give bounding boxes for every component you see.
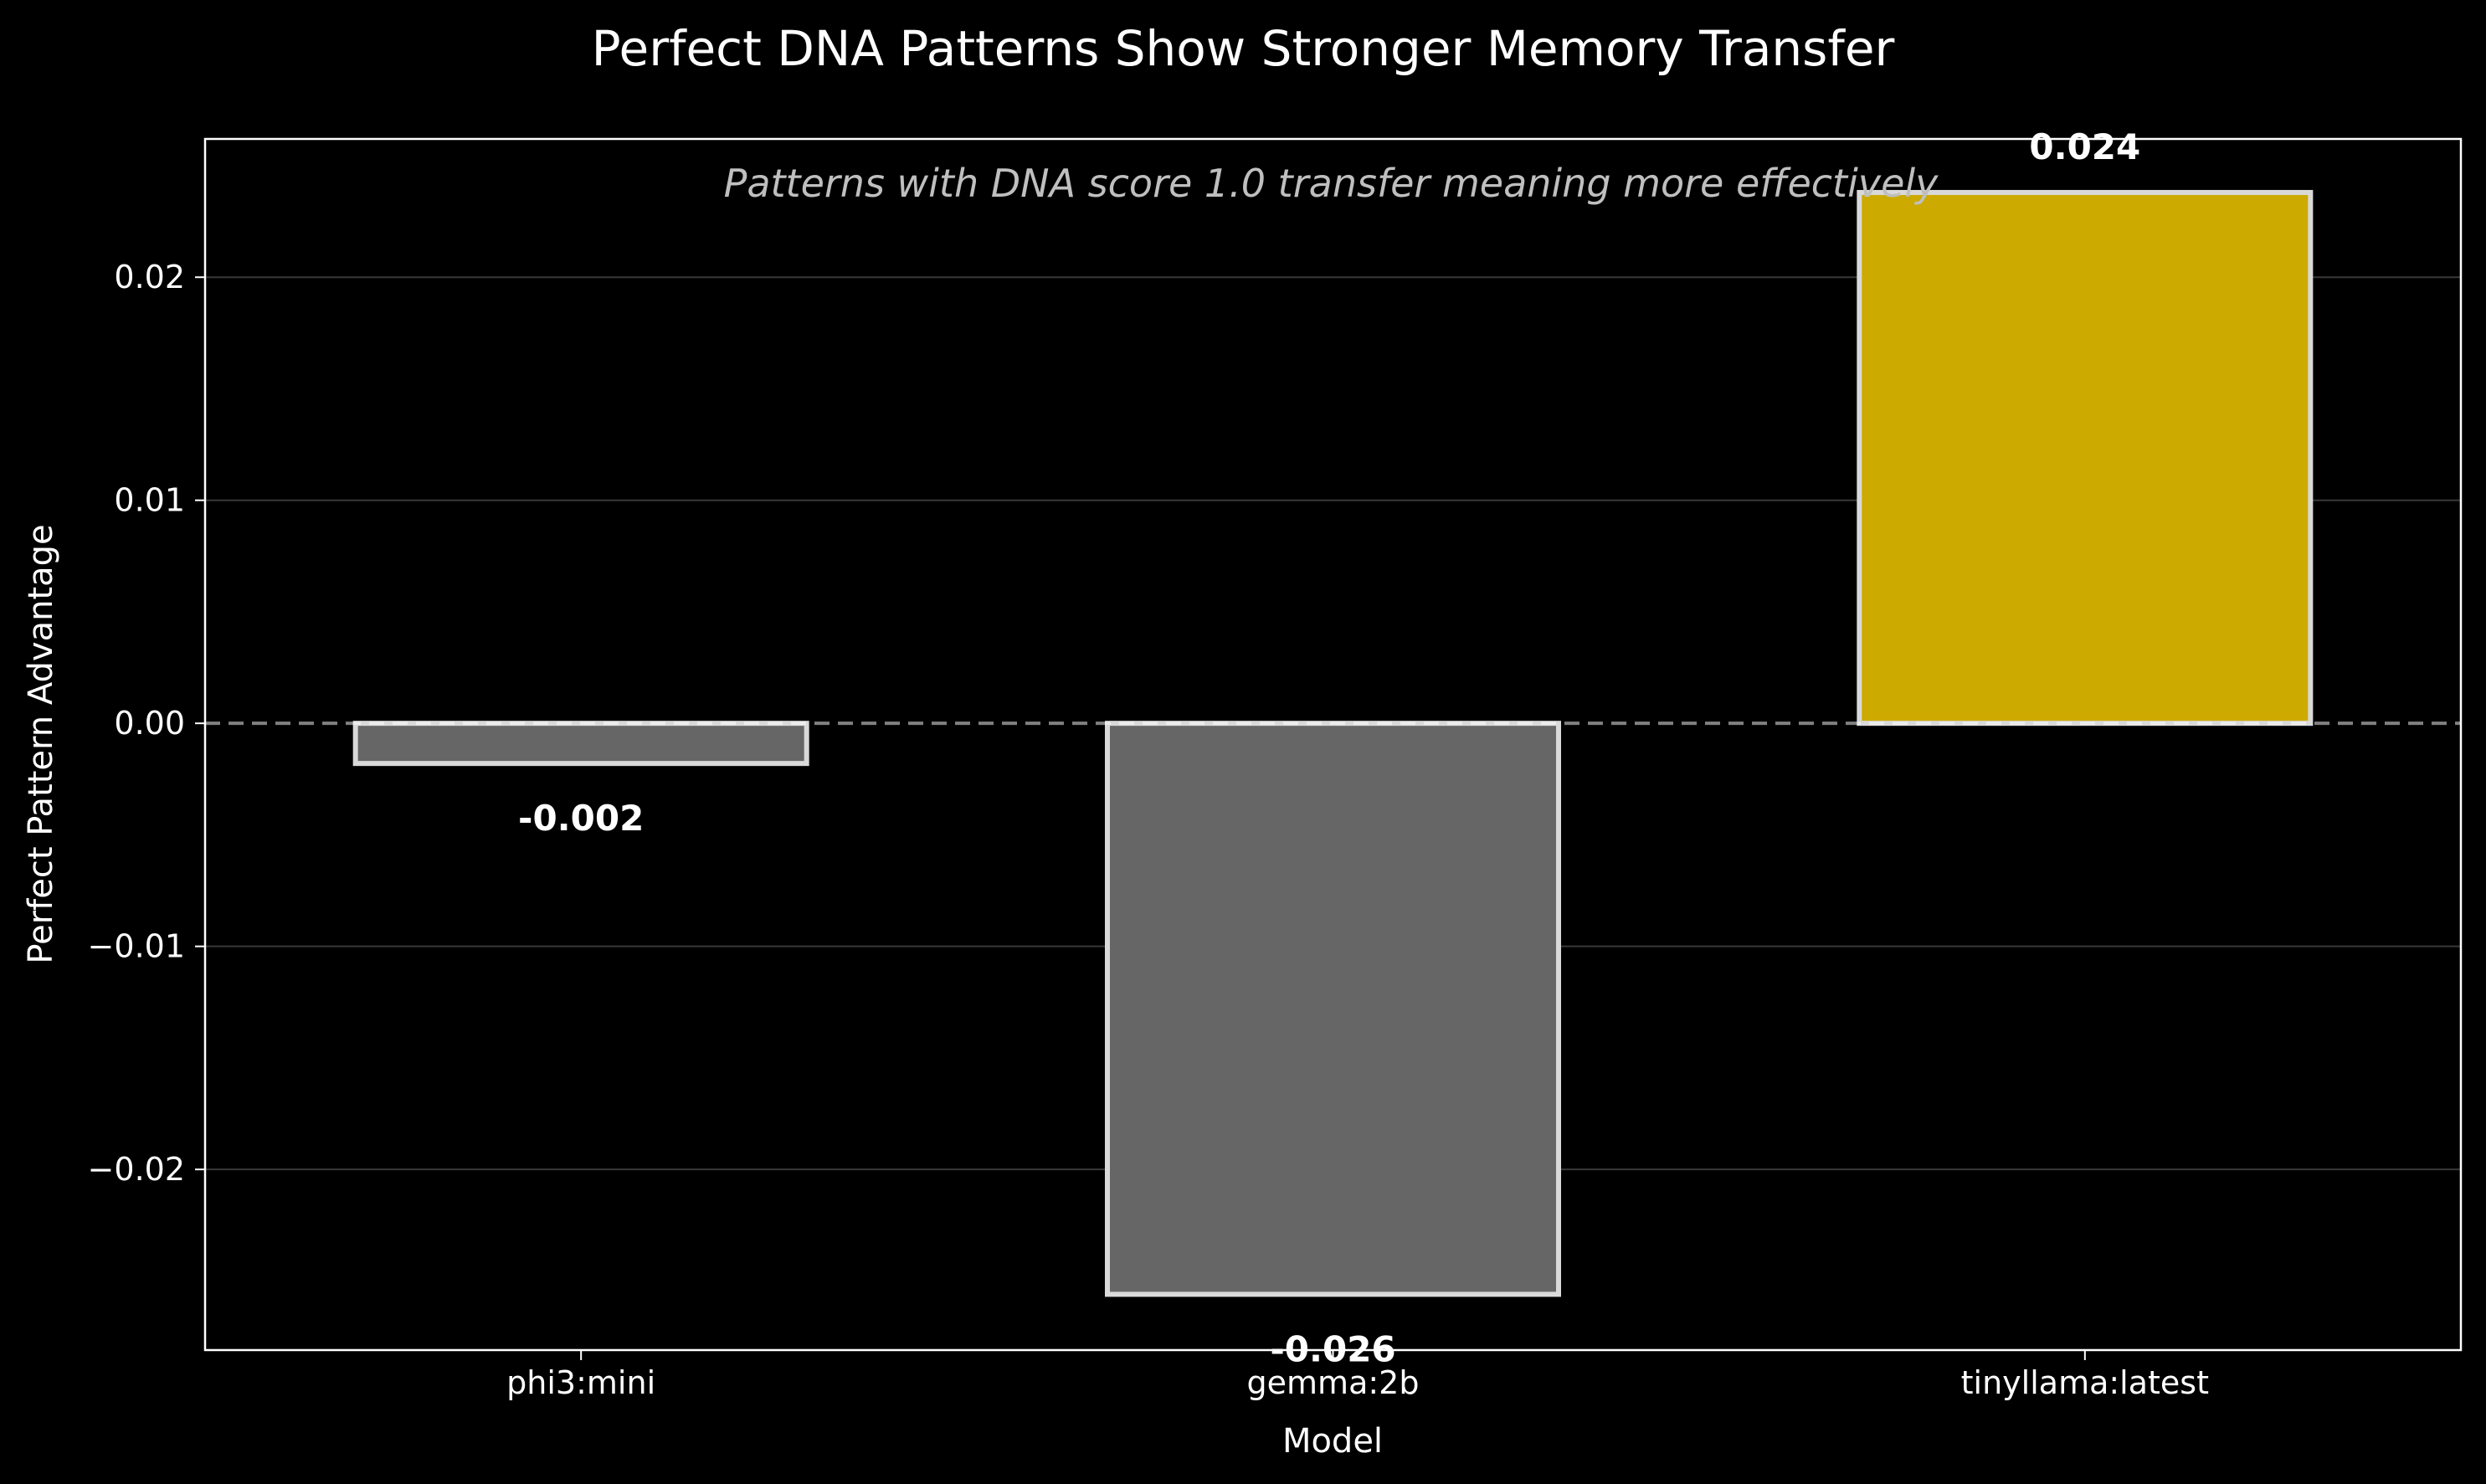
y-tick-label: 0.02 [114,259,185,295]
x-tick-label: tinyllama:latest [1961,1364,2209,1401]
y-tick-label: −0.01 [88,928,185,965]
x-tick-label: gemma:2b [1247,1364,1420,1401]
x-axis-ticks: phi3:mini gemma:2b tinyllama:latest [506,1350,2209,1401]
x-tick-label: phi3:mini [506,1364,655,1401]
bar [352,721,809,767]
y-tick-label: 0.01 [114,482,185,519]
data-label: 0.024 [2029,126,2140,167]
chart-title: Perfect DNA Patterns Show Stronger Memor… [592,20,1895,77]
y-tick-label: −0.02 [88,1151,185,1188]
y-axis-label: Perfect Pattern Advantage [22,524,60,963]
data-label: -0.002 [518,798,644,839]
bar [1857,189,2314,727]
y-tick-label: 0.00 [114,705,185,742]
chart-subtitle: Patterns with DNA score 1.0 transfer mea… [724,161,1939,206]
y-axis-ticks: −0.02 −0.01 0.00 0.01 0.02 [88,259,205,1188]
bars [352,189,2314,1297]
bar [1105,721,1561,1297]
x-axis-label: Model [1282,1422,1383,1461]
